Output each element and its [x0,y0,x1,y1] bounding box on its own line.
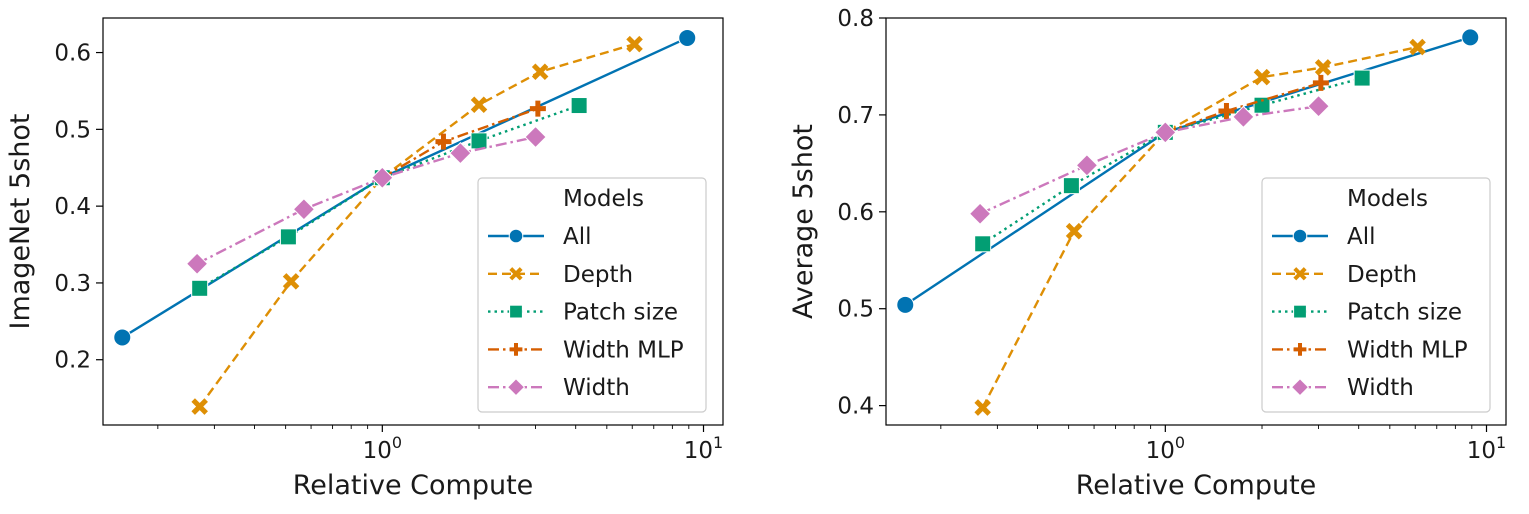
point-width [449,141,472,165]
x-tick-label: 101 [1467,433,1506,464]
legend-marker-all [1292,228,1308,244]
y-tick-label: 0.7 [837,103,874,129]
legend-marker-patch-size [509,304,523,319]
y-tick-label: 0.4 [54,194,91,220]
point-width [371,166,394,189]
point-depth [531,63,549,81]
legend-title: Models [563,186,644,212]
point-width-mlp [1218,103,1235,120]
y-tick-label: 0.2 [54,348,91,374]
series-line-patch-size [199,104,580,290]
point-depth [1409,38,1426,56]
legend-title: Models [1347,186,1428,212]
legend-label-width: Width [1347,375,1414,401]
chart-average-5shot: 100 101 0.4 0.5 0.6 0.7 0.8 Relative Compute Ave… [788,6,1507,501]
point-depth [282,273,300,290]
point-all [678,28,697,47]
point-all [1461,28,1480,47]
point-depth [626,35,643,53]
x-axis-label: Relative Compute [293,470,534,501]
point-all [896,295,915,314]
legend-label-patch-size: Patch size [563,300,678,326]
legend-marker-width-mlp [509,343,523,356]
point-depth [1253,68,1271,86]
y-tick-label: 0.3 [54,271,91,297]
legend-label-patch-size: Patch size [1347,300,1462,326]
legend-marker-patch-size [1293,304,1307,319]
point-width [524,125,547,149]
point-depth [1065,222,1083,240]
y-tick-label: 0.4 [837,394,874,420]
x-tick-label: 101 [684,433,723,464]
plot-frame [885,17,1507,426]
legend-marker-width [506,378,526,397]
point-width-mlp [1312,74,1329,91]
series-depth [974,38,1426,416]
y-axis-label: Average 5shot [788,124,819,319]
point-patch-size [974,235,992,253]
chart-imagenet-5shot: 100 101 0.2 0.3 0.4 0.5 0.6 Relative Compute Ima… [5,17,724,501]
point-width [185,252,209,275]
y-tick-label: 0.6 [837,200,874,226]
point-width [1232,105,1255,129]
point-patch-size [1253,96,1271,114]
point-width [292,198,316,221]
point-patch-size [191,279,209,297]
legend-label-width: Width [563,375,630,401]
point-depth [1314,59,1332,76]
legend-label-width-mlp: Width MLP [1347,337,1468,363]
point-width [968,202,992,225]
series-width [185,125,547,275]
legend-label-depth: Depth [563,262,633,288]
legend: Models All Depth Patch size Width MLP Width [1261,177,1491,413]
legend-marker-depth [1293,267,1307,281]
point-width [1075,154,1099,177]
y-tick-label: 0.6 [54,41,91,67]
legend-label-width-mlp: Width MLP [563,337,684,363]
point-patch-size [1353,69,1371,87]
x-tick-label: 100 [363,433,402,464]
series-line-depth [981,45,1418,409]
y-tick-label: 0.5 [54,117,91,143]
point-patch-size [570,97,588,115]
point-patch-size [470,132,488,150]
point-width-mlp [435,133,452,150]
y-tick-label: 0.8 [837,6,874,32]
legend-label-all: All [563,224,592,250]
legend-label-all: All [1347,224,1376,250]
x-axis-label: Relative Compute [1076,470,1317,501]
point-patch-size [279,228,297,246]
legend-marker-depth [509,267,523,281]
y-tick-label: 0.5 [837,297,874,323]
point-width-mlp [529,100,546,117]
point-depth [974,399,991,416]
point-width [1307,94,1330,118]
series-width [968,94,1330,225]
point-width [1154,121,1177,144]
series-line-depth [198,42,635,408]
y-axis-label: ImageNet 5shot [5,114,36,330]
point-depth [470,96,488,114]
legend-marker-width-mlp [1293,343,1307,356]
point-patch-size [1062,177,1080,195]
legend-marker-all [508,228,524,244]
legend-label-depth: Depth [1347,262,1417,288]
point-depth [191,398,208,415]
legend: Models All Depth Patch size Width MLP Width [477,177,707,413]
x-tick-label: 100 [1146,433,1185,464]
point-all [113,328,132,347]
plot-frame [102,17,724,426]
legend-marker-width [1290,378,1310,397]
